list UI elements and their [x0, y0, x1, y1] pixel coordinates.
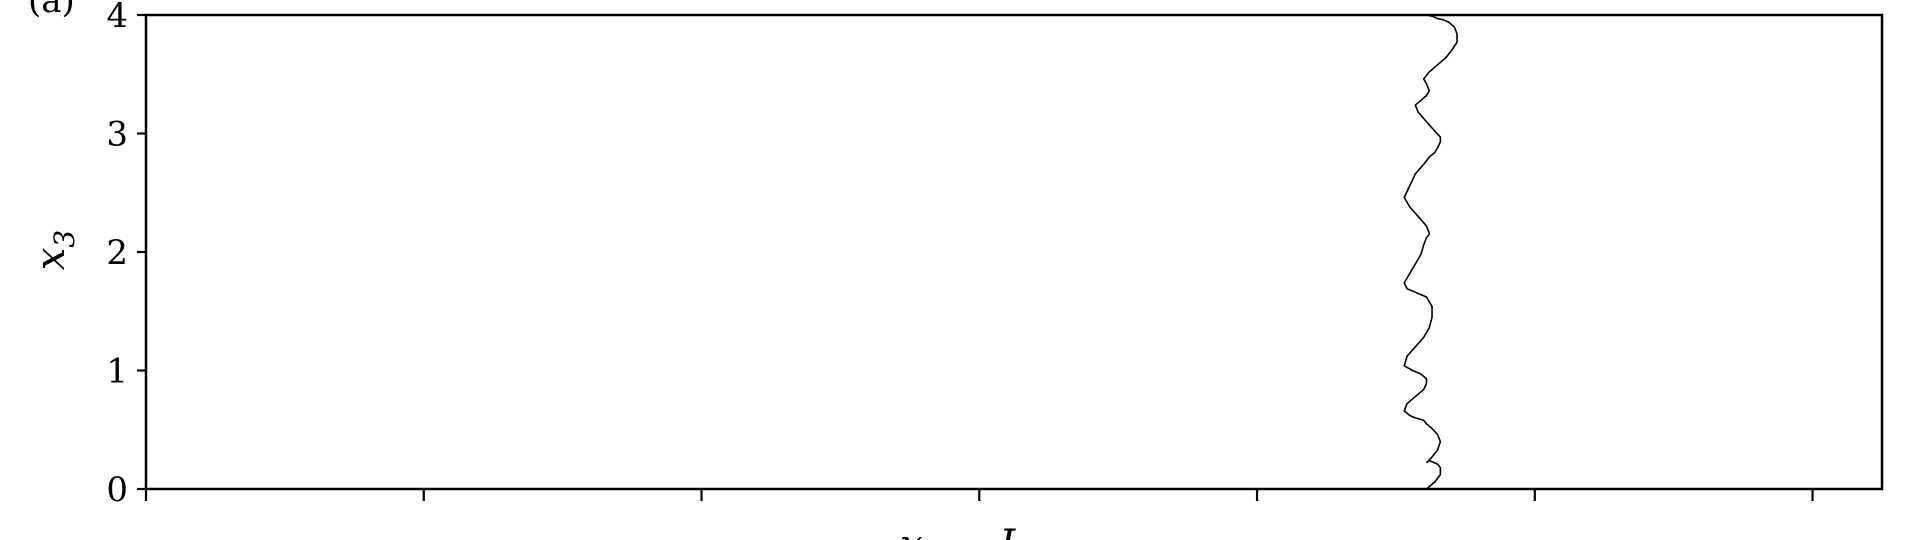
y-tick-label-4: 4: [106, 0, 128, 36]
x-ticks: [144, 489, 1814, 501]
y-axis-label: x3: [28, 230, 81, 270]
series-line: [1403, 14, 1458, 490]
y-tick-label-1: 1: [106, 352, 128, 392]
y-ticks: [137, 13, 146, 491]
panel-label: (a): [28, 0, 75, 21]
plot-frame: [144, 13, 1884, 491]
y-tick-label-3: 3: [106, 115, 128, 155]
y-tick-labels: 0 1 2 3 4: [106, 0, 128, 510]
x-axis-label: x1 − L: [900, 522, 1026, 540]
y-tick-label-0: 0: [106, 470, 128, 510]
y-tick-label-2: 2: [106, 233, 128, 273]
